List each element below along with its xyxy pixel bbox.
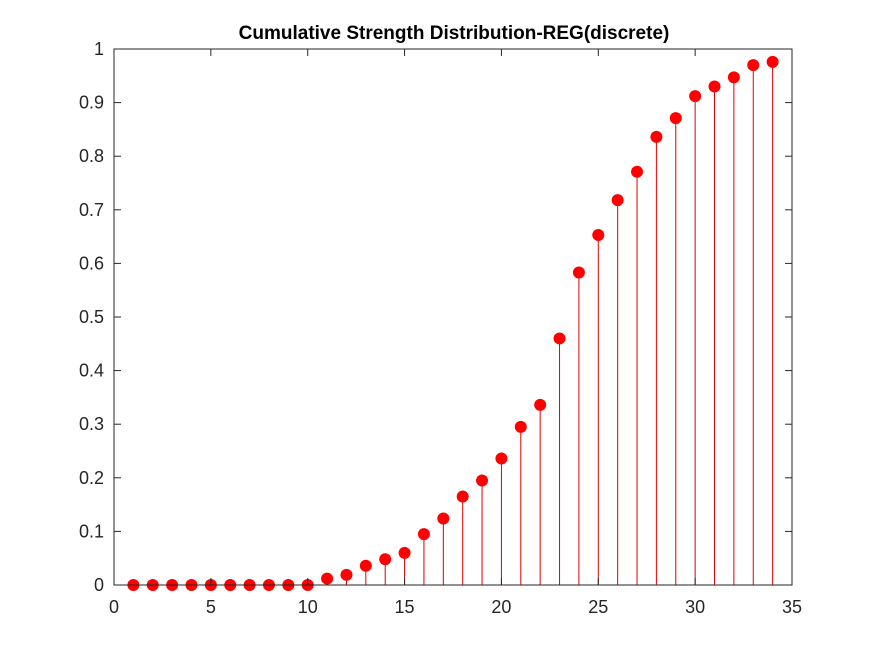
stem-marker-16 bbox=[417, 528, 430, 541]
x-tick-label-35: 35 bbox=[782, 597, 802, 617]
y-tick-label-0.6: 0.6 bbox=[79, 253, 104, 273]
y-tick-label-0.1: 0.1 bbox=[79, 521, 104, 541]
x-tick-label-5: 5 bbox=[206, 597, 216, 617]
stem-marker-17 bbox=[437, 512, 450, 525]
y-tick-label-0.5: 0.5 bbox=[79, 307, 104, 327]
stem-marker-23 bbox=[553, 332, 566, 345]
x-axis-ticks: 0 5 10 15 20 25 30 35 bbox=[109, 49, 802, 617]
stem-marker-18 bbox=[456, 490, 469, 503]
chart-title: Cumulative Strength Distribution-REG(dis… bbox=[239, 23, 670, 44]
markers-group bbox=[127, 55, 779, 591]
stem-marker-31 bbox=[708, 80, 721, 93]
stems-group bbox=[326, 61, 774, 585]
stem-marker-32 bbox=[727, 71, 740, 84]
x-tick-label-0: 0 bbox=[109, 597, 119, 617]
x-tick-label-15: 15 bbox=[395, 597, 415, 617]
y-tick-label-0.9: 0.9 bbox=[79, 93, 104, 113]
stem-marker-12 bbox=[340, 568, 353, 581]
x-tick-label-30: 30 bbox=[685, 597, 705, 617]
stem-marker-28 bbox=[650, 130, 663, 143]
stem-marker-19 bbox=[476, 474, 489, 487]
y-tick-label-0.3: 0.3 bbox=[79, 414, 104, 434]
stem-marker-13 bbox=[359, 559, 372, 572]
stem-marker-24 bbox=[572, 266, 585, 279]
stem-marker-25 bbox=[592, 228, 605, 241]
y-tick-label-0.8: 0.8 bbox=[79, 146, 104, 166]
stem-marker-29 bbox=[669, 112, 682, 125]
x-tick-label-25: 25 bbox=[588, 597, 608, 617]
x-tick-label-10: 10 bbox=[298, 597, 318, 617]
y-tick-label-0.4: 0.4 bbox=[79, 361, 104, 381]
stem-marker-33 bbox=[747, 59, 760, 72]
stem-marker-22 bbox=[534, 398, 547, 411]
y-tick-label-1: 1 bbox=[94, 39, 104, 59]
stem-marker-21 bbox=[514, 420, 527, 433]
y-tick-label-0: 0 bbox=[94, 575, 104, 595]
stem-marker-26 bbox=[611, 194, 624, 207]
y-tick-label-0.2: 0.2 bbox=[79, 468, 104, 488]
stem-marker-30 bbox=[689, 90, 702, 103]
stem-marker-15 bbox=[398, 546, 411, 559]
stem-marker-14 bbox=[379, 553, 392, 566]
stem-marker-20 bbox=[495, 452, 508, 465]
y-tick-label-0.7: 0.7 bbox=[79, 200, 104, 220]
stem-marker-34 bbox=[766, 55, 779, 68]
plot-area bbox=[114, 49, 792, 585]
x-tick-label-20: 20 bbox=[491, 597, 511, 617]
stem-marker-27 bbox=[631, 165, 644, 178]
stem-marker-11 bbox=[321, 572, 334, 585]
y-axis-ticks: 0 0.1 0.2 0.3 0.4 0.5 0.6 0.7 0.8 0.9 1 bbox=[79, 39, 792, 595]
